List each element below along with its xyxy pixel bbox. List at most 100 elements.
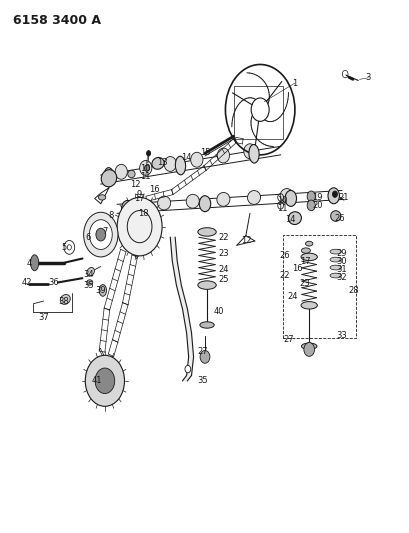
Ellipse shape xyxy=(60,295,70,304)
Text: 18: 18 xyxy=(138,209,148,218)
Text: 9: 9 xyxy=(137,190,142,199)
Text: 36: 36 xyxy=(48,278,59,287)
Ellipse shape xyxy=(279,189,292,203)
Text: 42: 42 xyxy=(22,278,32,287)
Ellipse shape xyxy=(247,191,260,204)
Text: 28: 28 xyxy=(348,286,359,295)
Ellipse shape xyxy=(329,249,341,254)
Ellipse shape xyxy=(190,152,202,167)
Circle shape xyxy=(89,220,112,249)
Ellipse shape xyxy=(216,192,229,206)
Text: 14: 14 xyxy=(181,153,191,162)
Text: 21: 21 xyxy=(338,193,348,202)
Circle shape xyxy=(117,197,162,256)
Ellipse shape xyxy=(248,144,258,163)
Ellipse shape xyxy=(284,190,296,206)
Ellipse shape xyxy=(128,170,135,177)
Text: 39: 39 xyxy=(95,286,106,295)
Polygon shape xyxy=(170,237,193,381)
Text: 33: 33 xyxy=(336,331,346,340)
Text: 30: 30 xyxy=(336,257,346,265)
Ellipse shape xyxy=(139,160,151,175)
Text: 16: 16 xyxy=(148,185,159,194)
Text: 16: 16 xyxy=(291,264,302,273)
Text: 17: 17 xyxy=(299,257,310,265)
Ellipse shape xyxy=(164,157,176,172)
Ellipse shape xyxy=(329,265,341,270)
Text: 12: 12 xyxy=(240,237,250,246)
Circle shape xyxy=(184,366,190,373)
Ellipse shape xyxy=(217,148,229,163)
Text: 26: 26 xyxy=(279,252,289,260)
Text: 13: 13 xyxy=(156,158,167,167)
Ellipse shape xyxy=(103,168,114,186)
Ellipse shape xyxy=(87,268,94,276)
Ellipse shape xyxy=(200,322,213,328)
Ellipse shape xyxy=(101,169,117,187)
Ellipse shape xyxy=(98,195,106,200)
Ellipse shape xyxy=(199,196,210,212)
Text: 27: 27 xyxy=(197,347,208,356)
Text: 22: 22 xyxy=(218,233,228,242)
Ellipse shape xyxy=(330,211,340,221)
Ellipse shape xyxy=(152,157,164,169)
Text: 29: 29 xyxy=(336,249,346,258)
Text: 38: 38 xyxy=(58,296,69,305)
Text: 31: 31 xyxy=(336,265,346,273)
Circle shape xyxy=(332,191,337,197)
Text: 26: 26 xyxy=(334,214,344,223)
Circle shape xyxy=(306,191,315,201)
Ellipse shape xyxy=(243,144,256,159)
Ellipse shape xyxy=(300,253,317,261)
Ellipse shape xyxy=(300,302,317,309)
Text: 8: 8 xyxy=(108,212,113,221)
Ellipse shape xyxy=(305,241,312,246)
Text: 27: 27 xyxy=(283,335,293,344)
Text: 6158 3400 A: 6158 3400 A xyxy=(13,14,101,27)
Text: 10: 10 xyxy=(277,196,287,205)
Text: 10: 10 xyxy=(140,164,151,173)
Circle shape xyxy=(200,351,209,364)
Ellipse shape xyxy=(329,257,341,262)
Text: 24: 24 xyxy=(218,265,228,273)
Text: 5: 5 xyxy=(61,244,67,253)
Text: 35: 35 xyxy=(83,280,94,289)
Ellipse shape xyxy=(327,188,339,204)
Ellipse shape xyxy=(115,164,127,179)
Circle shape xyxy=(306,200,315,211)
Text: 3: 3 xyxy=(365,73,370,82)
Ellipse shape xyxy=(175,156,185,175)
Ellipse shape xyxy=(157,196,170,210)
Text: 25: 25 xyxy=(218,275,228,284)
Text: 20: 20 xyxy=(311,201,322,210)
Text: 11: 11 xyxy=(277,204,287,213)
Text: 34: 34 xyxy=(83,270,94,279)
Text: 32: 32 xyxy=(336,273,346,281)
Text: 41: 41 xyxy=(91,376,102,385)
Circle shape xyxy=(146,151,150,156)
Circle shape xyxy=(303,343,314,357)
Text: 23: 23 xyxy=(299,279,310,288)
Text: 1: 1 xyxy=(292,78,297,87)
Ellipse shape xyxy=(198,228,216,236)
Text: 23: 23 xyxy=(218,249,228,258)
Ellipse shape xyxy=(288,212,301,224)
Circle shape xyxy=(96,228,106,241)
Text: 35: 35 xyxy=(197,376,208,385)
Text: 12: 12 xyxy=(130,180,140,189)
Text: 24: 24 xyxy=(287,292,297,301)
Ellipse shape xyxy=(301,248,310,253)
Text: 6: 6 xyxy=(85,233,91,242)
Ellipse shape xyxy=(121,200,133,216)
Text: 37: 37 xyxy=(38,312,49,321)
Circle shape xyxy=(85,356,124,406)
Ellipse shape xyxy=(86,280,92,285)
Text: 22: 22 xyxy=(279,271,289,280)
Text: 14: 14 xyxy=(285,215,295,224)
Ellipse shape xyxy=(329,273,341,278)
Text: 11: 11 xyxy=(140,172,151,181)
Ellipse shape xyxy=(30,255,38,271)
Ellipse shape xyxy=(198,281,216,289)
Circle shape xyxy=(83,212,118,257)
Ellipse shape xyxy=(131,198,144,212)
